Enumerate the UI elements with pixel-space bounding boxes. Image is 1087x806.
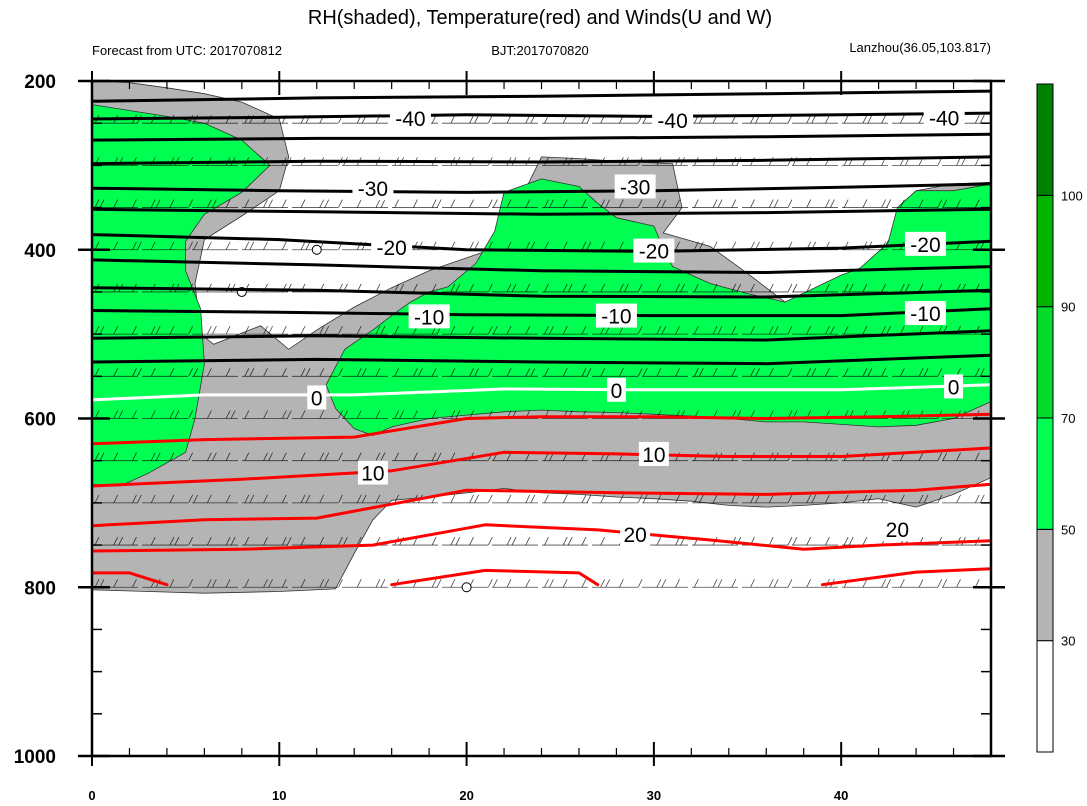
contour-label: 0 <box>948 376 960 399</box>
colorbar-swatch-4 <box>1036 194 1054 308</box>
contour-label: -10 <box>601 306 631 329</box>
contour-line-unlabeled-19 <box>820 567 991 587</box>
wind-barb-row-750 <box>92 536 991 546</box>
contour-line-unlabeled-17 <box>92 571 169 587</box>
contour-label-box <box>371 235 413 260</box>
x-tick-label: 30 <box>647 788 661 803</box>
contour-label-box <box>923 105 965 130</box>
contour-label: 10 <box>361 463 384 486</box>
contour-label-box <box>633 238 675 263</box>
y-tick-label: 800 <box>24 578 56 599</box>
contour-label: -20 <box>639 241 669 264</box>
contour-line-10-14 <box>92 446 991 488</box>
wind-barb-row-700 <box>92 494 991 504</box>
contour-line--10-9 <box>92 307 991 318</box>
contour-label-box <box>882 517 913 542</box>
x-tick-label: 10 <box>272 788 286 803</box>
contour-label-box <box>614 174 656 199</box>
contour-label: -10 <box>910 303 940 326</box>
contour-label-box <box>595 303 637 328</box>
x-axis: 0 10 20 30 40 <box>88 71 992 803</box>
contour-line--40-0 <box>92 111 991 121</box>
colorbar-swatch-3 <box>1036 306 1054 419</box>
contour-label-box <box>638 441 669 466</box>
contour-line--20-6 <box>92 233 991 253</box>
contour-line-unlabeled-15 <box>92 482 991 528</box>
contour-label-box <box>606 377 626 402</box>
contour-line-unlabeled-8 <box>92 286 991 299</box>
x-tick-label: 20 <box>459 788 473 803</box>
contour-line-unlabeled-3 <box>92 155 991 166</box>
contour-line-unlabeled-10 <box>92 329 991 342</box>
contour-label: -40 <box>395 108 425 131</box>
contour-label: 10 <box>642 444 665 467</box>
wind-barb-row-550 <box>92 368 991 377</box>
colorbar-swatch-2 <box>1036 417 1054 530</box>
colorbar-level-label: 50 <box>1061 522 1075 537</box>
contour-line-unlabeled-18 <box>390 568 600 587</box>
contour-label: -10 <box>414 306 444 329</box>
contour-label: -40 <box>657 110 687 133</box>
colorbar-swatch-5 <box>1036 83 1054 196</box>
contour-line--30-4 <box>92 182 991 194</box>
contour-label-box <box>307 385 327 410</box>
colorbar-level-label: 90 <box>1061 300 1075 315</box>
calm-wind-marker-2 <box>461 582 472 593</box>
colorbar-level-label: 70 <box>1061 411 1075 426</box>
wind-barb-row-350 <box>92 199 991 208</box>
contour-label: -30 <box>620 176 650 199</box>
y-tick-label: 600 <box>24 410 56 431</box>
contour-label-box <box>944 374 964 399</box>
contour-label: -30 <box>358 178 388 201</box>
contour-label: 0 <box>311 387 323 410</box>
contour-line-0-12 <box>92 383 991 402</box>
contour-label: -40 <box>929 107 959 130</box>
contour-label-box <box>620 522 651 547</box>
contour-line-unlabeled-7 <box>92 258 991 274</box>
contour-line-20-16 <box>92 523 991 553</box>
forecast-init-label: Forecast from UTC: 2017070812 <box>92 43 282 58</box>
contour-labels: -40 -40 -40 -30 -30 -20 -20 -20 -10 -10 -10 0 0 0 10 10… <box>307 105 965 547</box>
contour-label-box <box>357 460 388 485</box>
contour-label-box <box>408 304 450 329</box>
x-tick-label: 0 <box>88 788 95 803</box>
contour-label-box <box>904 301 946 326</box>
contour-line-unlabeled-1 <box>92 89 991 103</box>
contour-label: -20 <box>376 237 406 260</box>
contour-label-box <box>352 176 394 201</box>
colorbar-swatch-0 <box>1036 640 1054 753</box>
contour-label-box <box>389 106 431 131</box>
chart-title: RH(shaded), Temperature(red) and Winds(U… <box>308 7 772 29</box>
y-tick-label: 400 <box>24 241 56 262</box>
rh-colorbar: 30 50 70 90 100 <box>1036 83 1083 753</box>
contour-label: 20 <box>623 524 646 547</box>
contour-label: -20 <box>910 234 940 257</box>
y-tick-label: 1000 <box>14 747 56 768</box>
y-tick-label: 200 <box>24 72 56 93</box>
colorbar-swatch-1 <box>1036 528 1054 642</box>
contour-line-unlabeled-13 <box>92 412 991 446</box>
contour-label-box <box>904 231 946 256</box>
contour-line-unlabeled-5 <box>92 207 991 216</box>
station-location-label: Lanzhou(36.05,103.817) <box>849 40 991 55</box>
contour-label-box <box>652 107 694 132</box>
contour-label: 20 <box>886 519 909 542</box>
calm-wind-marker-0 <box>311 244 322 255</box>
x-tick-label: 40 <box>834 788 848 803</box>
colorbar-level-label: 30 <box>1061 634 1075 649</box>
contour-line-unlabeled-2 <box>92 132 991 142</box>
contour-label: 0 <box>611 380 623 403</box>
bjt-time-label: BJT:2017070820 <box>491 43 589 58</box>
colorbar-level-label: 100 <box>1061 188 1083 203</box>
contour-line-unlabeled-11 <box>92 353 991 366</box>
